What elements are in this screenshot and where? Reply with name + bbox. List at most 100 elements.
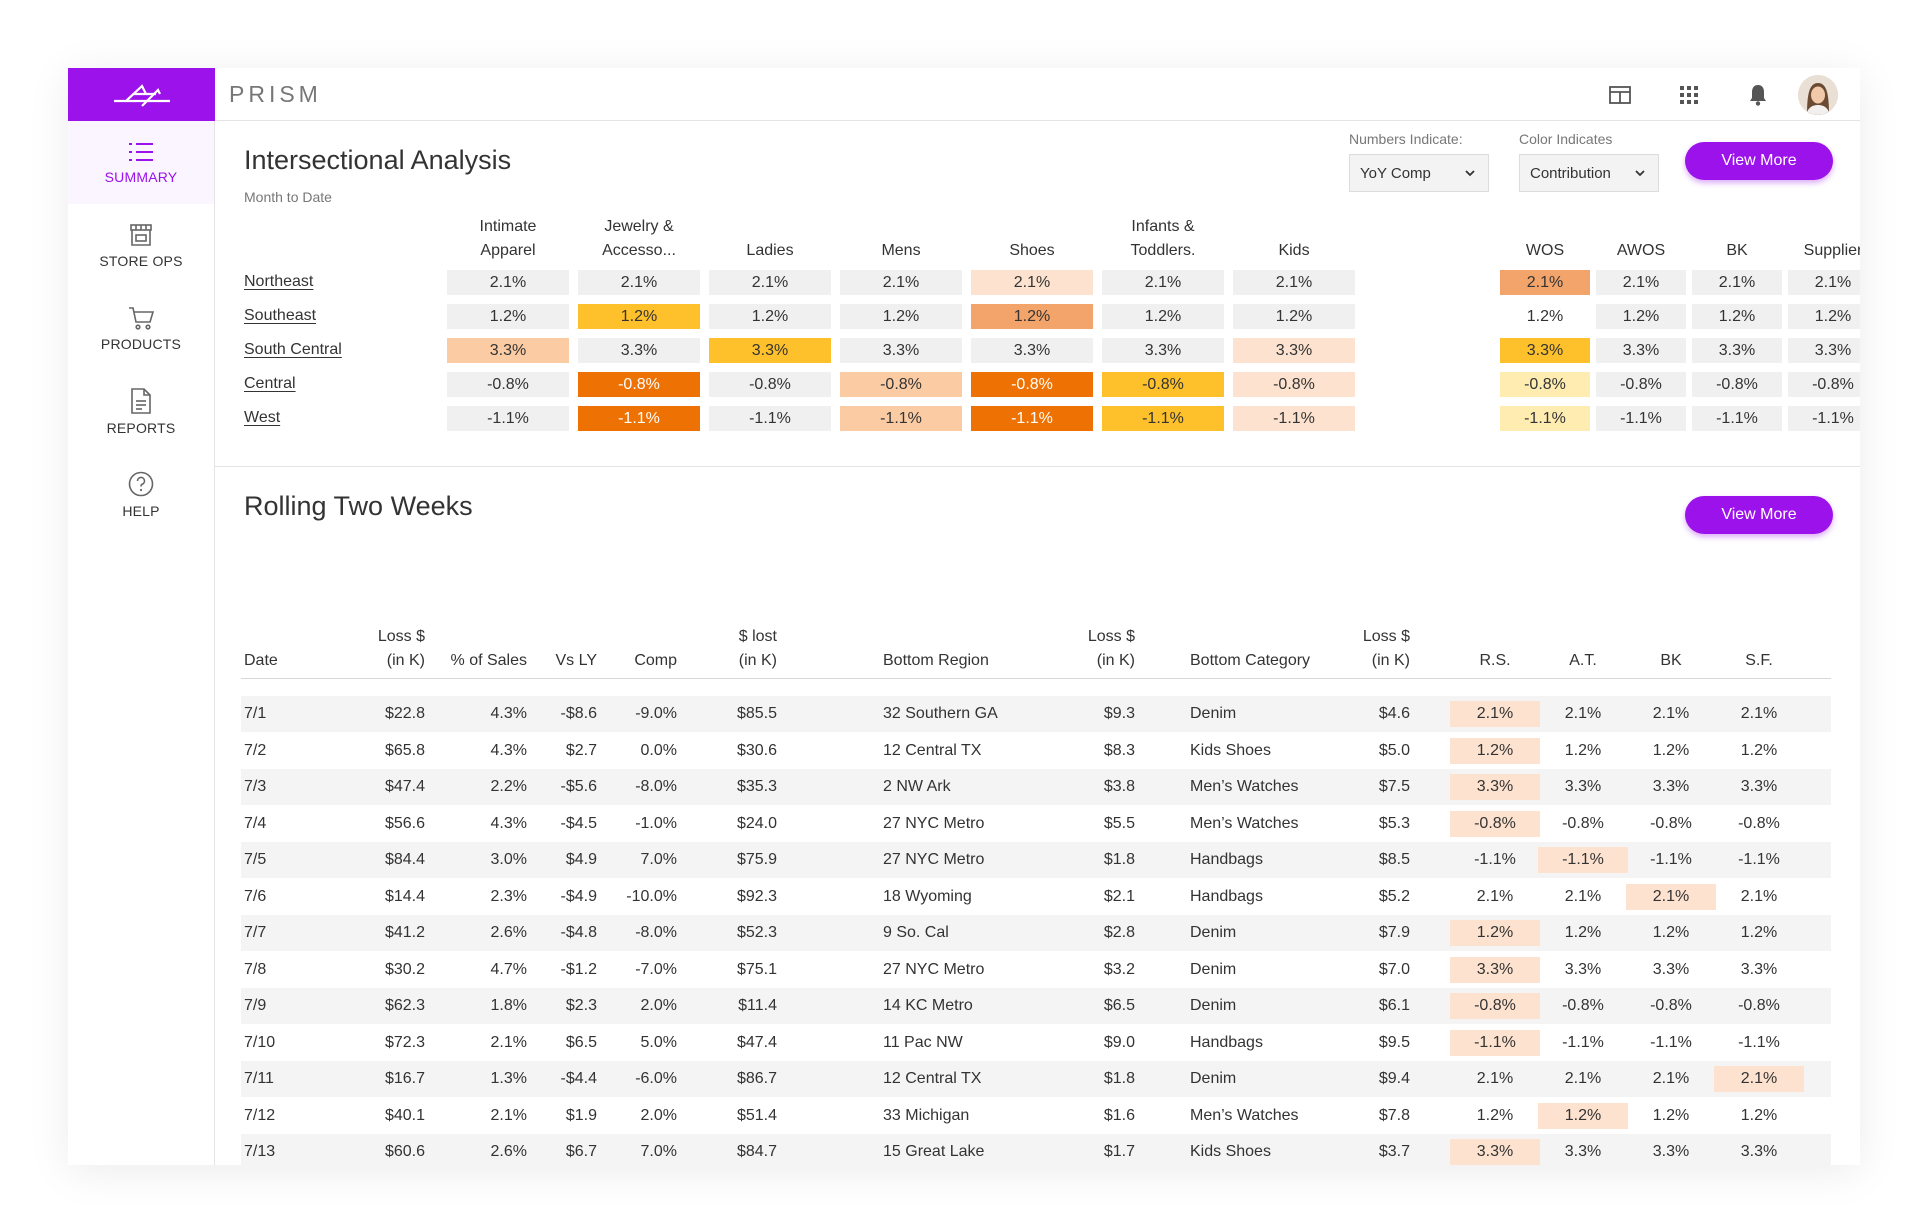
heat-cell: 3.3% bbox=[1564, 960, 1602, 978]
layout-button[interactable] bbox=[1585, 85, 1654, 104]
table-cell-rloss: $2.1 bbox=[1103, 887, 1135, 905]
table-cell-loss: $14.4 bbox=[384, 887, 425, 905]
table-cell-region: 15 Great Lake bbox=[883, 1143, 985, 1160]
region-link[interactable]: South Central bbox=[244, 341, 342, 358]
sidebar-item-help[interactable]: HELP bbox=[68, 453, 214, 536]
heat-cell: 1.2% bbox=[1450, 920, 1540, 946]
view-more-button[interactable]: View More bbox=[1685, 142, 1833, 180]
table-cell-category: Kids Shoes bbox=[1190, 741, 1271, 759]
region-link[interactable]: West bbox=[244, 409, 281, 426]
column-header: BK bbox=[1726, 242, 1748, 259]
apps-grid-button[interactable] bbox=[1654, 85, 1723, 104]
table-cell-comp: -8.0% bbox=[635, 924, 677, 941]
cart-icon bbox=[129, 306, 154, 330]
table-row[interactable]: 7/9 $62.3 1.8% $2.3 2.0% $11.4 14 KC Metro $6.5… bbox=[241, 988, 1831, 1024]
table-cell-region: 27 NYC Metro bbox=[883, 851, 985, 868]
heat-cell: 3.3% bbox=[1564, 1143, 1602, 1160]
numbers-indicate-label: Numbers Indicate: bbox=[1349, 131, 1463, 147]
table-cell-vsly: $4.9 bbox=[565, 851, 597, 868]
heat-cell: -1.1% bbox=[447, 406, 569, 431]
table-cell-date: 7/1 bbox=[244, 705, 267, 722]
table-row[interactable]: 7/8 $30.2 4.7% -$1.2 -7.0% $75.1 27 NYC Metro $… bbox=[241, 952, 1831, 988]
column-header-line: Loss $ bbox=[1087, 628, 1135, 645]
table-cell-lost: $11.4 bbox=[738, 997, 777, 1014]
notifications-button[interactable] bbox=[1723, 84, 1792, 106]
table-row[interactable]: 7/1 $22.8 4.3% -$8.6 -9.0% $85.5 32 Southern G… bbox=[241, 696, 1831, 732]
heat-cell: 1.2% bbox=[1652, 741, 1690, 759]
table-cell-category: Denim bbox=[1190, 924, 1237, 941]
heat-cell: -1.1% bbox=[1738, 1033, 1780, 1051]
color-indicates-select[interactable]: Contribution bbox=[1519, 154, 1659, 192]
table-cell-vsly: -$4.4 bbox=[560, 1070, 597, 1087]
column-header-line: (in K) bbox=[738, 652, 777, 669]
table-cell-pct: 2.2% bbox=[490, 778, 527, 795]
heat-cell: -1.1% bbox=[971, 406, 1093, 431]
heat-cell: 1.2% bbox=[971, 304, 1093, 329]
table-cell-date: 7/3 bbox=[244, 778, 267, 795]
table-cell-pct: 2.6% bbox=[490, 924, 527, 941]
table-cell-pct: 2.6% bbox=[490, 1143, 527, 1160]
table-cell-lost: $47.4 bbox=[736, 1033, 777, 1051]
region-link[interactable]: Northeast bbox=[244, 273, 314, 290]
numbers-indicate-select[interactable]: YoY Comp bbox=[1349, 154, 1489, 192]
column-header: Jewelry & Accesso... bbox=[568, 215, 710, 263]
heat-cell: 3.3% bbox=[1740, 960, 1778, 978]
table-row[interactable]: 7/3 $47.4 2.2% -$5.6 -8.0% $35.3 2 NW Ark $3.8 M… bbox=[241, 769, 1831, 805]
heat-cell: 2.1% bbox=[971, 270, 1093, 295]
table-cell-lost: $30.6 bbox=[736, 741, 777, 759]
table-row[interactable]: 7/7 $41.2 2.6% -$4.8 -8.0% $52.3 9 So. Cal $2.8… bbox=[241, 915, 1831, 951]
heat-cell: 1.2% bbox=[1233, 304, 1355, 329]
column-header: % of Sales bbox=[450, 652, 527, 669]
table-cell-closs: $9.5 bbox=[1378, 1033, 1410, 1051]
table-cell-date: 7/4 bbox=[244, 814, 267, 832]
sidebar-item-summary[interactable]: SUMMARY bbox=[68, 121, 214, 204]
table-cell-vsly: -$5.6 bbox=[560, 778, 597, 795]
column-header-line: Infants & bbox=[1131, 218, 1195, 235]
table-cell-category: Kids Shoes bbox=[1190, 1143, 1271, 1160]
logo[interactable] bbox=[68, 68, 215, 121]
column-header: WOS bbox=[1525, 242, 1565, 259]
heat-cell: 1.2% bbox=[709, 304, 831, 329]
heat-cell: -1.1% bbox=[1233, 406, 1355, 431]
region-link[interactable]: Southeast bbox=[244, 307, 317, 324]
table-row[interactable]: 7/2 $65.8 4.3% $2.7 0.0% $30.6 12 Central TX $8… bbox=[241, 733, 1831, 769]
heat-cell: 2.1% bbox=[1476, 887, 1514, 905]
table-row[interactable]: 7/6 $14.4 2.3% -$4.9 -10.0% $92.3 18 Wyoming $2… bbox=[241, 879, 1831, 915]
sidebar-item-label: HELP bbox=[122, 502, 160, 519]
heat-cell: 1.2% bbox=[1740, 1106, 1778, 1124]
table-row[interactable]: 7/4 $56.6 4.3% -$4.5 -1.0% $24.0 27 NYC Metro $… bbox=[241, 806, 1831, 842]
table-cell-comp: 5.0% bbox=[640, 1033, 677, 1051]
sidebar-item-store-ops[interactable]: STORE OPS bbox=[68, 204, 214, 287]
table-cell-region: 27 NYC Metro bbox=[883, 960, 985, 978]
column-header-line: Mens bbox=[881, 242, 921, 259]
heat-cell: 2.1% bbox=[1652, 705, 1690, 722]
table-cell-date: 7/10 bbox=[244, 1033, 276, 1051]
heat-cell: -1.1% bbox=[1500, 406, 1590, 431]
table-row[interactable]: 7/13 $60.6 2.6% $6.7 7.0% $84.7 15 Great Lake $… bbox=[241, 1134, 1831, 1165]
table-cell-category: Handbags bbox=[1190, 887, 1263, 905]
table-cell-loss: $65.8 bbox=[384, 741, 425, 759]
heat-cell: 3.3% bbox=[1652, 1143, 1690, 1160]
sidebar-item-label: PRODUCTS bbox=[100, 335, 182, 352]
app-window: SUMMARY STORE OPS PRODUCTS bbox=[68, 68, 1860, 1165]
column-header: R.S. bbox=[1479, 652, 1511, 669]
table-cell-date: 7/5 bbox=[244, 851, 267, 868]
region-link[interactable]: Central bbox=[244, 375, 296, 392]
avatar[interactable] bbox=[1798, 74, 1838, 115]
table-cell-lost: $35.3 bbox=[736, 778, 777, 795]
column-header-line: Kids bbox=[1278, 242, 1310, 259]
heat-cell: -0.8% bbox=[447, 372, 569, 397]
heat-cell: 3.3% bbox=[1450, 774, 1540, 800]
table-cell-pct: 2.1% bbox=[490, 1106, 527, 1124]
sidebar-item-products[interactable]: PRODUCTS bbox=[68, 287, 214, 370]
view-more-button[interactable]: View More bbox=[1685, 496, 1833, 534]
table-row[interactable]: 7/5 $84.4 3.0% $4.9 7.0% $75.9 27 NYC Metro $1.… bbox=[241, 842, 1831, 878]
column-header-line: Intimate bbox=[479, 218, 537, 235]
table-row[interactable]: 7/10 $72.3 2.1% $6.5 5.0% $47.4 11 Pac NW $9.0 H… bbox=[241, 1025, 1831, 1061]
table-row[interactable]: 7/11 $16.7 1.3% -$4.4 -6.0% $86.7 12 Central T… bbox=[241, 1061, 1831, 1097]
column-header: BK bbox=[1660, 652, 1682, 669]
table-row[interactable]: 7/12 $40.1 2.1% $1.9 2.0% $51.4 33 Michigan $1.… bbox=[241, 1098, 1831, 1134]
column-header: Kids bbox=[1223, 215, 1365, 263]
sidebar-item-reports[interactable]: REPORTS bbox=[68, 370, 214, 453]
heat-cell: 3.3% bbox=[709, 338, 831, 363]
